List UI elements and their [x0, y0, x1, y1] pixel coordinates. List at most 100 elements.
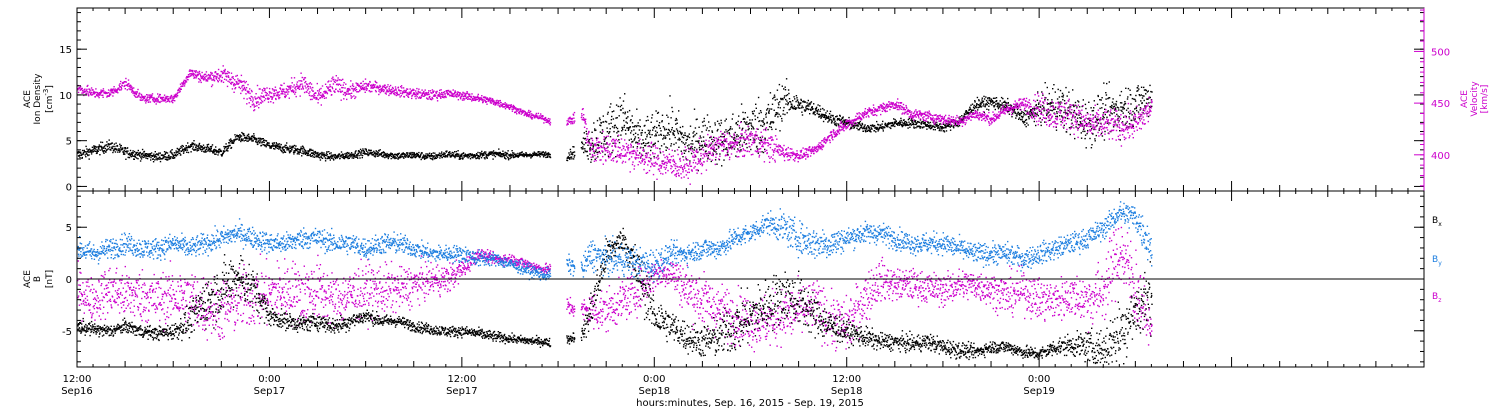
- velocity-point: [324, 91, 327, 93]
- density-point: [729, 129, 731, 131]
- velocity-point: [407, 95, 409, 97]
- density-point: [272, 145, 275, 147]
- density-point: [597, 151, 599, 154]
- velocity-point: [418, 88, 420, 90]
- density-point: [165, 152, 167, 154]
- density-point: [750, 122, 752, 124]
- density-point: [803, 100, 805, 102]
- velocity-point: [291, 82, 293, 84]
- velocity-point: [89, 90, 91, 92]
- density-point: [290, 146, 292, 148]
- density-point: [198, 142, 201, 145]
- density-point: [1050, 102, 1052, 104]
- density-point: [655, 110, 657, 112]
- velocity-point: [347, 91, 349, 93]
- velocity-point: [262, 90, 264, 92]
- density-point: [97, 150, 99, 152]
- velocity-point: [146, 98, 148, 100]
- velocity-point: [459, 92, 461, 94]
- density-point: [488, 154, 490, 156]
- density-point: [875, 128, 878, 130]
- density-point: [965, 113, 967, 115]
- density-point: [539, 156, 541, 158]
- velocity-point: [148, 99, 150, 101]
- density-point: [297, 151, 299, 153]
- density-point: [291, 145, 293, 148]
- velocity-point: [136, 91, 138, 93]
- velocity-point: [160, 100, 162, 103]
- density-point: [443, 153, 445, 155]
- density-point: [397, 153, 400, 156]
- density-point: [388, 156, 390, 158]
- density-point: [1137, 85, 1139, 87]
- density-point: [800, 99, 802, 102]
- velocity-point: [236, 81, 238, 84]
- density-point: [645, 152, 648, 154]
- velocity-point: [388, 94, 390, 97]
- density-point: [1037, 91, 1039, 93]
- density-point: [977, 109, 979, 111]
- density-point: [1104, 130, 1106, 133]
- density-point: [1057, 88, 1059, 91]
- density-point: [788, 109, 790, 111]
- density-point: [736, 135, 738, 138]
- density-point: [774, 99, 776, 101]
- density-point: [862, 130, 865, 132]
- density-point: [433, 156, 435, 158]
- density-point: [1123, 116, 1125, 118]
- density-point: [813, 113, 815, 115]
- density-point: [1081, 125, 1084, 127]
- density-point: [989, 100, 992, 102]
- density-point: [1061, 95, 1063, 98]
- density-point: [591, 148, 594, 151]
- density-point: [484, 151, 486, 153]
- density-point: [914, 121, 916, 123]
- velocity-point: [272, 102, 275, 104]
- velocity-point: [280, 84, 282, 86]
- density-point: [542, 151, 544, 153]
- density-point: [1039, 106, 1042, 108]
- velocity-point: [407, 96, 410, 98]
- density-point: [869, 130, 871, 133]
- density-point: [171, 152, 173, 154]
- density-point: [713, 139, 716, 142]
- density-point: [908, 117, 910, 120]
- density-point: [1077, 100, 1079, 102]
- density-point: [158, 158, 160, 160]
- density-point: [611, 115, 613, 118]
- density-point: [631, 122, 634, 124]
- density-point: [927, 121, 929, 123]
- velocity-point: [284, 96, 286, 99]
- velocity-point: [272, 96, 274, 98]
- density-point: [800, 98, 802, 101]
- density-point: [523, 153, 525, 155]
- density-point: [173, 154, 175, 156]
- density-point: [461, 153, 463, 155]
- density-point: [977, 106, 979, 109]
- density-point: [936, 123, 938, 126]
- density-point: [87, 149, 89, 152]
- density-point: [135, 152, 137, 155]
- density-point: [1033, 120, 1035, 123]
- density-point: [377, 152, 379, 154]
- density-point: [786, 112, 788, 114]
- density-point: [128, 153, 130, 156]
- density-point: [587, 155, 589, 157]
- density-point: [81, 156, 83, 159]
- density-point: [569, 158, 571, 160]
- density-point: [190, 151, 192, 153]
- density-point: [626, 111, 629, 113]
- density-point: [176, 152, 178, 154]
- density-point: [1124, 101, 1126, 103]
- density-point: [950, 125, 953, 127]
- density-point: [227, 150, 229, 152]
- density-point: [329, 152, 331, 155]
- velocity-point: [157, 93, 159, 95]
- density-point: [987, 102, 990, 104]
- density-point: [768, 126, 771, 128]
- velocity-point: [188, 75, 190, 78]
- density-point: [735, 122, 738, 124]
- density-point: [485, 156, 487, 158]
- density-point: [784, 113, 786, 116]
- density-point: [155, 158, 157, 160]
